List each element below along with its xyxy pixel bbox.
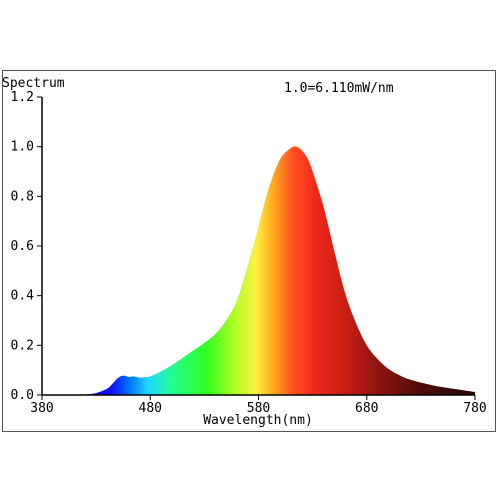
y-tick-label: 0.6 xyxy=(11,239,34,254)
y-tick-label: 1.0 xyxy=(11,140,34,155)
x-axis-ticks: 380 480 580 680 780 xyxy=(30,395,487,416)
x-tick-label: 780 xyxy=(463,401,486,416)
y-tick-label: 0.0 xyxy=(11,388,34,403)
chart-title: Spectrum xyxy=(2,76,65,91)
y-axis-ticks: 0.0 0.2 0.4 0.6 0.8 1.0 1.2 xyxy=(11,90,42,403)
scale-annotation: 1.0=6.110mW/nm xyxy=(284,81,394,96)
x-tick-label: 580 xyxy=(247,401,270,416)
x-tick-label: 380 xyxy=(30,401,53,416)
y-tick-label: 0.4 xyxy=(11,289,35,304)
x-tick-label: 680 xyxy=(355,401,378,416)
y-tick-label: 0.2 xyxy=(11,338,34,353)
x-tick-label: 480 xyxy=(139,401,162,416)
x-axis-label: Wavelength(nm) xyxy=(203,413,313,428)
chart-frame xyxy=(2,70,496,432)
y-tick-label: 1.2 xyxy=(11,90,34,105)
spectrum-area xyxy=(42,146,475,395)
y-tick-label: 0.8 xyxy=(11,189,34,204)
